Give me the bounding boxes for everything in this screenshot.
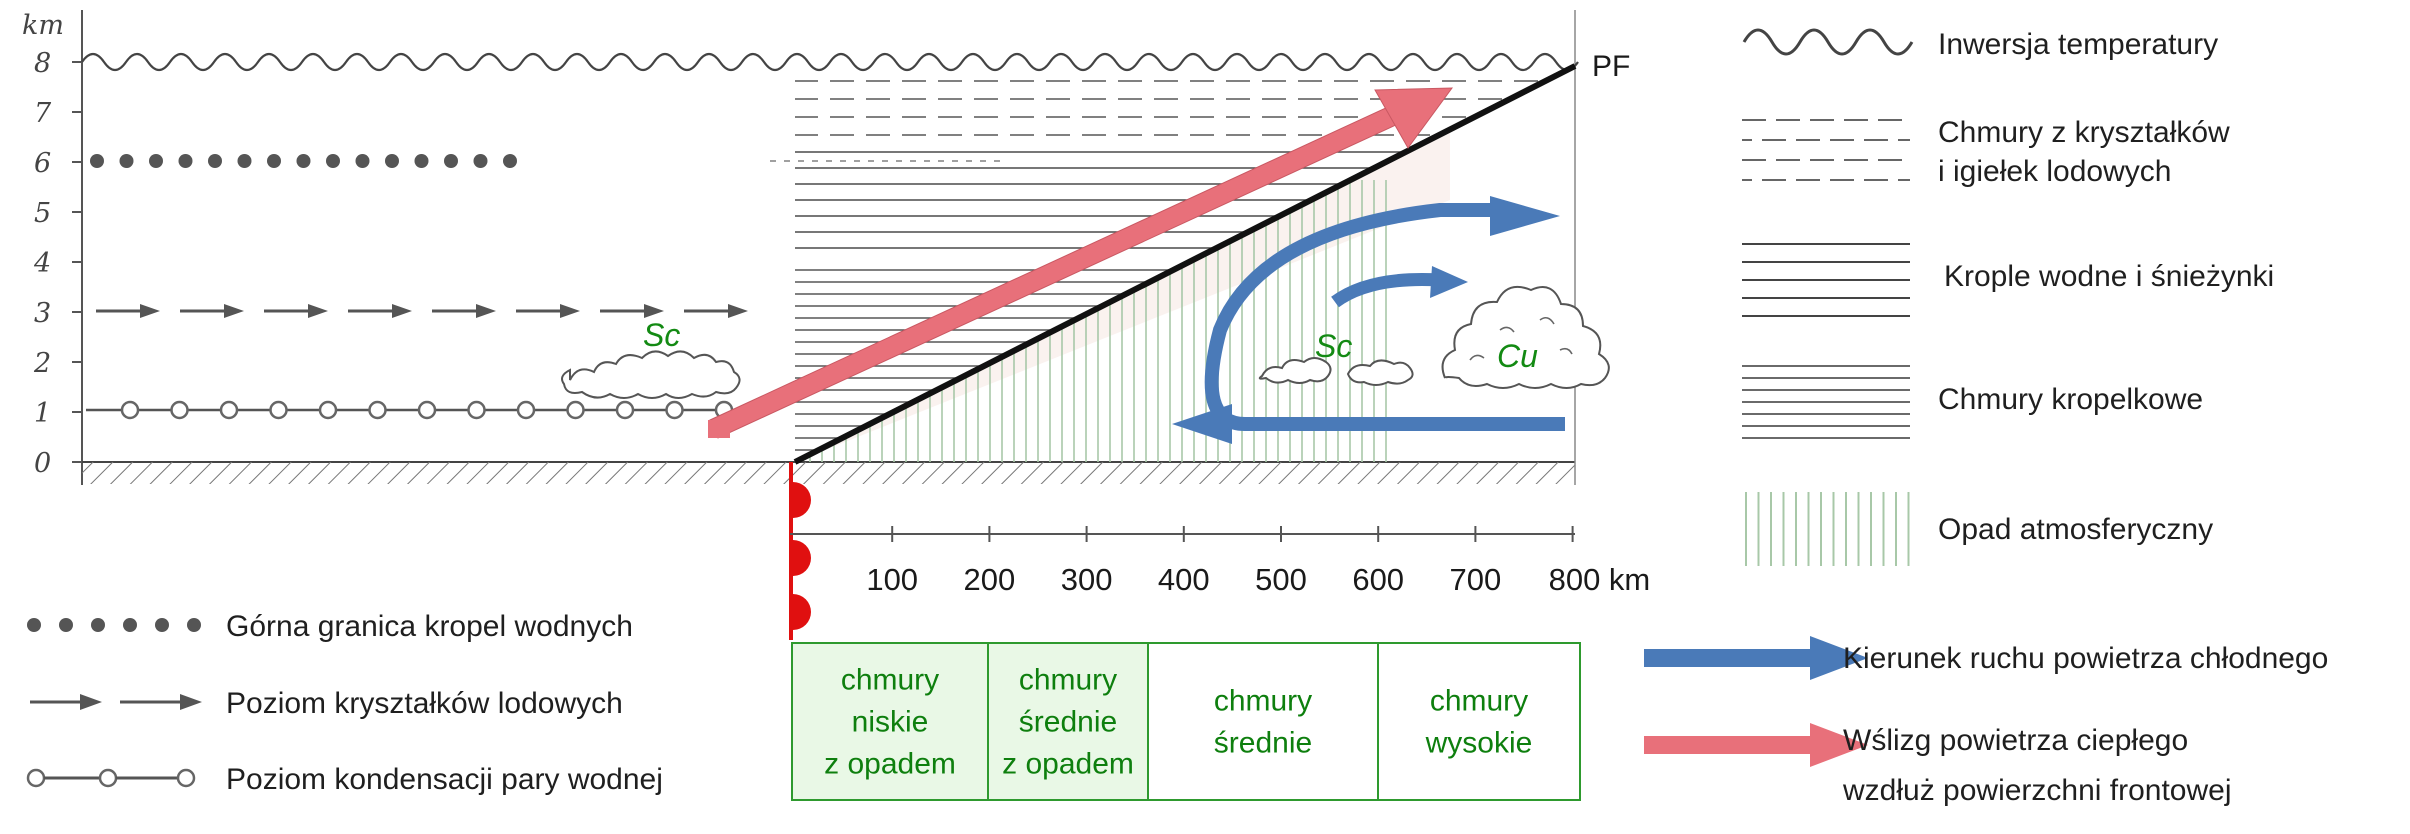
legend-left: Górna granica kropel wodnych Poziom krys… <box>26 610 663 796</box>
legend-solid-lines-icon <box>1742 243 1910 317</box>
legend-dash-icon <box>1742 119 1910 181</box>
front-semicircle-2 <box>793 540 811 576</box>
y-tick-label: 3 <box>34 298 51 329</box>
sc-left-label: Sc <box>643 317 680 353</box>
cloud-box-label: średnie <box>1019 706 1117 739</box>
sc-cloud-right: Sc <box>1258 328 1414 386</box>
cloud-box-label: z opadem <box>1002 748 1134 781</box>
cloud-box-label: chmury <box>1019 664 1117 697</box>
legend-cold-air: Kierunek ruchu powietrza chłodnego <box>1843 642 2328 675</box>
cloud-box-label: wysokie <box>1425 727 1533 760</box>
cloud-box <box>1147 642 1379 801</box>
front-surface-line <box>793 63 1577 465</box>
legend-right: Inwersja temperatury Chmury z kryształkó… <box>1644 28 2328 807</box>
cloud-box-label: niskie <box>852 706 929 739</box>
legend-arrow-icon <box>30 694 202 710</box>
cloud-box-label: chmury <box>1214 685 1312 718</box>
legend-upper-limit: Górna granica kropel wodnych <box>226 610 633 643</box>
y-tick-label: 7 <box>34 98 52 129</box>
sc-right-label: Sc <box>1315 328 1352 364</box>
cloud-type-boxes: chmury niskie z opadem chmury średnie z opade… <box>791 642 1581 801</box>
cloud-box-label: średnie <box>1214 727 1312 760</box>
legend-drops-snow: Krople wodne i śnieżynki <box>1944 260 2274 293</box>
x-tick-label: 800 km <box>1549 562 1651 597</box>
legend-warm-air-1: Wślizg powietrza ciepłego <box>1843 724 2188 757</box>
x-ticks: 100 200 300 400 500 600 700 800 km <box>866 526 1650 597</box>
legend-dense-lines-icon <box>1742 365 1910 439</box>
legend-condensation: Poziom kondensacji pary wodnej <box>226 763 663 796</box>
legend-ice-level: Poziom kryształków lodowych <box>226 687 623 720</box>
legend-dots-icon <box>27 618 201 632</box>
front-semicircle-3 <box>793 594 811 630</box>
cloud-box <box>1377 642 1581 801</box>
legend-warm-air-2: wzdłuż powierzchni frontowej <box>1842 774 2232 807</box>
upper-drop-limit-row <box>90 154 1000 168</box>
y-unit-label: km <box>22 10 64 41</box>
sc-cloud-left: Sc <box>561 317 741 399</box>
x-tick-label: 700 <box>1450 562 1502 597</box>
condensation-level-row <box>86 400 770 420</box>
legend-precip: Opad atmosferyczny <box>1938 513 2213 546</box>
cloud-box <box>987 642 1149 801</box>
y-tick-label: 8 <box>34 48 51 79</box>
x-tick-label: 200 <box>964 562 1016 597</box>
front-label: PF <box>1592 50 1630 83</box>
inversion-wave <box>81 52 1579 72</box>
cu-label: Cu <box>1497 338 1538 374</box>
y-tick-label: 4 <box>33 248 51 279</box>
legend-circles-icon <box>26 768 196 788</box>
x-tick-label: 100 <box>866 562 918 597</box>
cloud-box-label: chmury <box>841 664 939 697</box>
legend-warm-arrow-icon <box>1644 723 1868 767</box>
y-tick-label: 1 <box>34 398 51 429</box>
legend-ice-clouds-2: i igiełek lodowych <box>1938 155 2171 188</box>
x-tick-label: 300 <box>1061 562 1113 597</box>
x-tick-label: 600 <box>1352 562 1404 597</box>
ground-hatch <box>82 462 1575 484</box>
legend-precip-icon <box>1745 492 1910 566</box>
cu-cloud: Cu <box>1441 286 1610 389</box>
y-tick-label: 0 <box>34 448 51 479</box>
ice-crystal-clouds <box>795 68 1575 148</box>
y-ticks: 8 7 6 5 4 3 2 1 0 <box>33 48 82 479</box>
ice-crystal-level-row <box>96 304 748 318</box>
legend-wave-icon <box>1742 28 1914 56</box>
front-semicircle-1 <box>793 482 811 518</box>
cloud-box-label: z opadem <box>824 748 956 781</box>
cloud-box <box>791 642 989 801</box>
y-tick-label: 6 <box>34 148 51 179</box>
cold-air-arrows <box>1172 196 1565 444</box>
cloud-box-label: chmury <box>1430 685 1528 718</box>
legend-inversion: Inwersja temperatury <box>1938 28 2218 61</box>
legend-ice-clouds-1: Chmury z kryształków <box>1938 116 2230 149</box>
y-tick-label: 5 <box>34 198 51 229</box>
x-tick-label: 400 <box>1158 562 1210 597</box>
legend-cold-arrow-icon <box>1644 636 1868 680</box>
legend-droplet-clouds: Chmury kropelkowe <box>1938 383 2203 416</box>
x-tick-label: 500 <box>1255 562 1307 597</box>
y-tick-label: 2 <box>33 348 51 379</box>
warm-air-arrow <box>708 87 1454 439</box>
